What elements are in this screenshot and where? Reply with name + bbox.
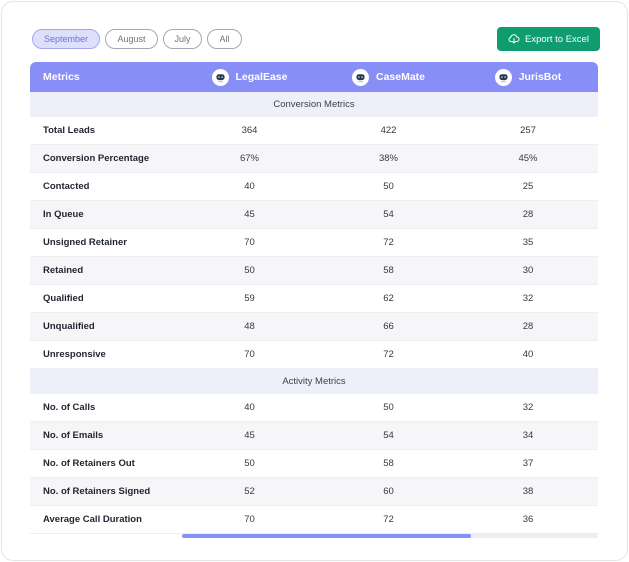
metric-value: 72	[383, 514, 394, 525]
metric-value: 28	[522, 209, 534, 220]
table-row: Average Call Duration 70 72 36	[30, 506, 598, 534]
table-row: In Queue 45 54 28	[30, 201, 598, 229]
table-row: Qualified 59 62 32	[30, 285, 598, 313]
metric-value: 50	[383, 402, 394, 413]
table-row: No. of Emails 45 54 34	[30, 422, 598, 450]
section-header: Conversion Metrics	[30, 92, 598, 117]
metric-label: Qualified	[43, 293, 84, 304]
metric-value: 72	[383, 349, 394, 360]
table-row: Total Leads 364 422 257	[30, 117, 598, 145]
bot-avatar-icon	[351, 68, 369, 86]
metric-label: Unsigned Retainer	[43, 237, 127, 248]
metric-label: No. of Retainers Out	[43, 458, 135, 469]
metrics-column-header: Metrics	[43, 71, 80, 83]
metric-value: 28	[522, 321, 534, 332]
metric-value: 52	[244, 486, 255, 497]
agent-column-header-jurisbot: JurisBot	[458, 68, 598, 86]
metric-value: 45	[244, 430, 255, 441]
metric-label: Conversion Percentage	[43, 153, 150, 164]
metric-value: 54	[383, 209, 394, 220]
metric-value: 32	[522, 402, 534, 413]
month-filter-group: September August July All	[32, 29, 242, 49]
export-button-label: Export to Excel	[525, 33, 589, 45]
metric-value: 50	[244, 265, 255, 276]
agent-column-header-legalease: LegalEase	[180, 68, 319, 86]
metric-label: Retained	[43, 265, 84, 276]
table-body: Conversion Metrics Total Leads 364 422 257 Co…	[30, 92, 598, 534]
table-row: No. of Retainers Signed 52 60 38	[30, 478, 598, 506]
table-row: No. of Calls 40 50 32	[30, 394, 598, 422]
metric-value: 70	[244, 514, 255, 525]
metric-value: 36	[522, 514, 534, 525]
metric-value: 35	[522, 237, 534, 248]
metric-label: No. of Calls	[43, 402, 96, 413]
metric-value: 66	[383, 321, 394, 332]
table-row: No. of Retainers Out 50 58 37	[30, 450, 598, 478]
metrics-table: Metrics LegalEase CaseMate JurisBot Conv…	[30, 62, 598, 534]
metric-value: 72	[383, 237, 394, 248]
metric-label: Unqualified	[43, 321, 95, 332]
export-to-excel-button[interactable]: Export to Excel	[497, 27, 600, 51]
metric-value: 45%	[518, 153, 538, 164]
agent-name: LegalEase	[235, 71, 288, 83]
metric-value: 40	[522, 349, 534, 360]
agent-column-header-casemate: CaseMate	[319, 68, 458, 86]
filter-chip-july[interactable]: July	[163, 29, 202, 49]
metric-value: 38	[522, 486, 534, 497]
metric-value: 34	[522, 430, 534, 441]
metric-value: 60	[383, 486, 394, 497]
metric-value: 364	[241, 125, 258, 136]
metric-value: 48	[244, 321, 255, 332]
table-row: Unsigned Retainer 70 72 35	[30, 229, 598, 257]
table-header: Metrics LegalEase CaseMate JurisBot	[30, 62, 598, 92]
bot-avatar-icon	[494, 68, 512, 86]
metric-value: 50	[244, 458, 255, 469]
metric-value: 59	[244, 293, 255, 304]
metric-label: Average Call Duration	[43, 514, 142, 525]
agent-name: CaseMate	[375, 71, 426, 83]
agent-name: JurisBot	[518, 71, 562, 83]
metric-label: No. of Emails	[43, 430, 104, 441]
metric-value: 30	[522, 265, 534, 276]
metric-value: 62	[383, 293, 394, 304]
filter-chip-all[interactable]: All	[207, 29, 242, 49]
metric-value: 40	[244, 402, 255, 413]
horizontal-scrollbar-thumb[interactable]	[182, 534, 471, 538]
table-row: Conversion Percentage 67% 38% 45%	[30, 145, 598, 173]
metric-value: 70	[244, 237, 255, 248]
filter-chip-september[interactable]: September	[32, 29, 100, 49]
table-row: Contacted 40 50 25	[30, 173, 598, 201]
metric-value: 45	[244, 209, 255, 220]
metric-value: 58	[383, 458, 394, 469]
metric-value: 32	[522, 293, 534, 304]
metric-label: Unresponsive	[43, 349, 106, 360]
filter-chip-august[interactable]: August	[105, 29, 158, 49]
table-row: Unresponsive 70 72 40	[30, 341, 598, 369]
metric-value: 58	[383, 265, 394, 276]
metric-value: 67%	[239, 153, 259, 164]
table-row: Unqualified 48 66 28	[30, 313, 598, 341]
metric-label: In Queue	[43, 209, 84, 220]
metric-label: Contacted	[43, 181, 90, 192]
metric-value: 25	[522, 181, 534, 192]
metric-value: 50	[383, 181, 394, 192]
section-header: Activity Metrics	[30, 369, 598, 394]
metric-label: Total Leads	[43, 125, 96, 136]
metric-label: No. of Retainers Signed	[43, 486, 151, 497]
metric-value: 38%	[378, 153, 398, 164]
metric-value: 37	[522, 458, 534, 469]
metric-value: 70	[244, 349, 255, 360]
metric-value: 40	[244, 181, 255, 192]
table-row: Retained 50 58 30	[30, 257, 598, 285]
cloud-download-icon	[508, 34, 520, 44]
metric-value: 257	[520, 125, 536, 136]
metric-value: 422	[380, 125, 397, 136]
metric-value: 54	[383, 430, 394, 441]
bot-avatar-icon	[211, 68, 229, 86]
